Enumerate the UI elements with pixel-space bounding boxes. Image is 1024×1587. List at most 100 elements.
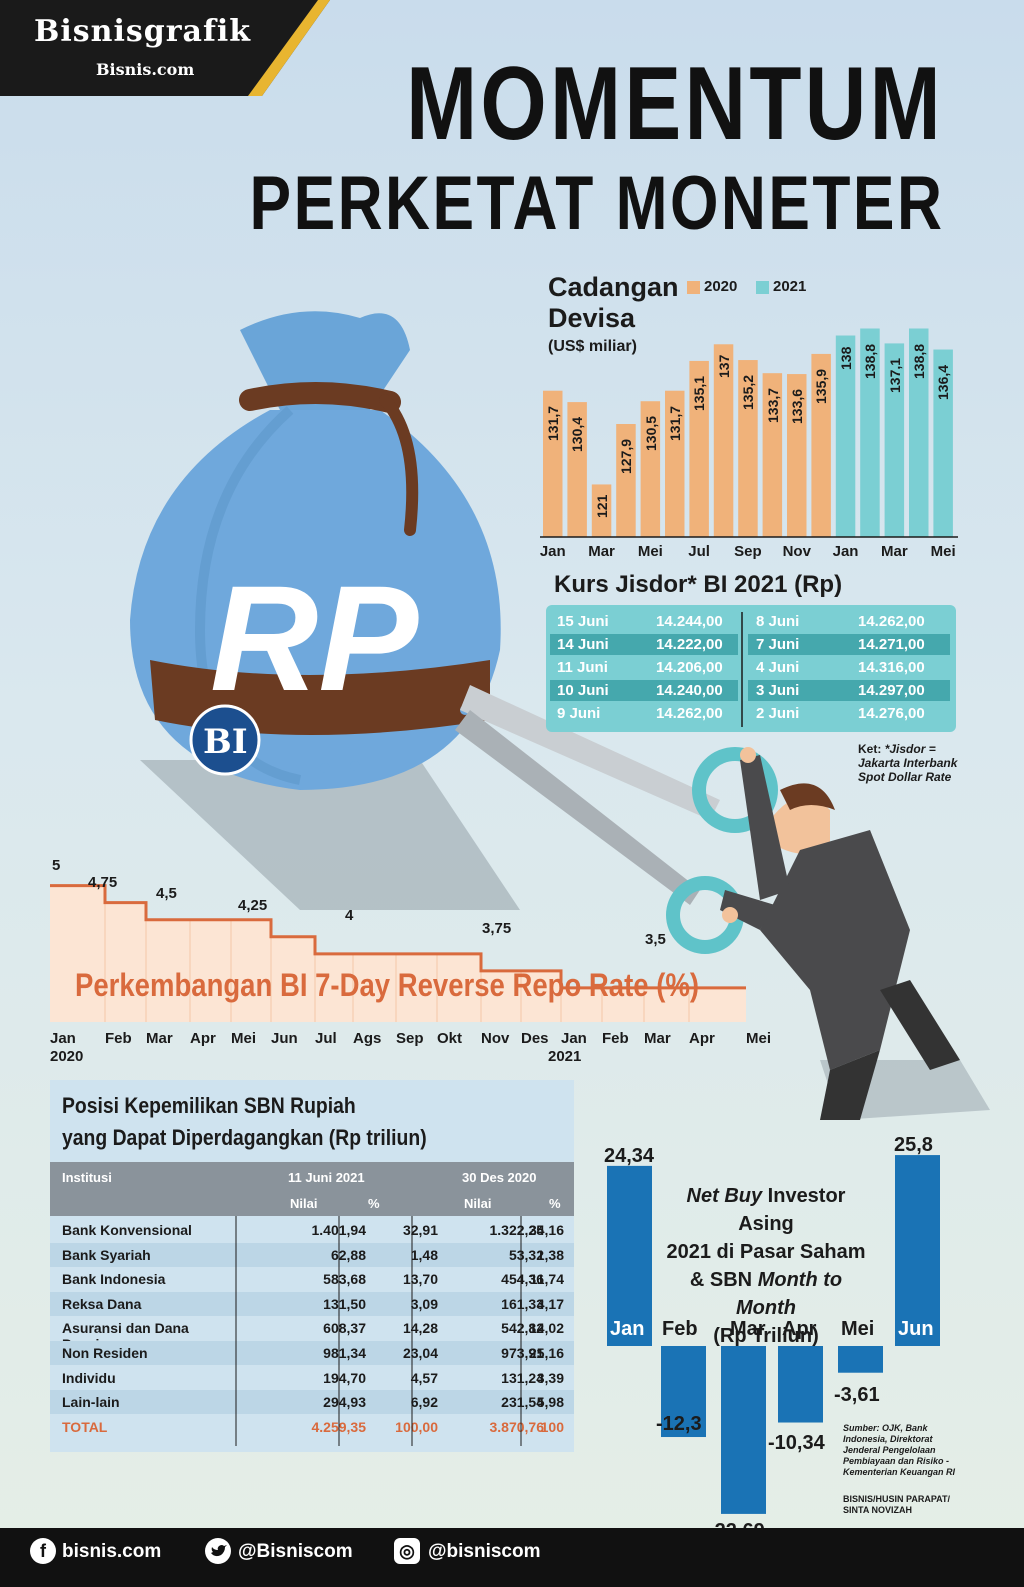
instagram-link[interactable]: @bisniscom xyxy=(428,1541,541,1562)
reserve-x-tick-2: Mei xyxy=(637,543,663,560)
legend-swatch-2020 xyxy=(687,281,700,294)
sbn-title-line2: yang Dapat Diperdagangkan (Rp triliun) xyxy=(62,1125,427,1150)
sbn-cell-n1: 62,88 xyxy=(330,1246,366,1263)
repo-x-tick-4: Mei xyxy=(231,1030,257,1047)
sbn-col-nilai1: Nilai xyxy=(290,1196,318,1211)
reserves-chart-unit: (US$ miliar) xyxy=(548,338,637,355)
sbn-cell-n1: 583,68 xyxy=(323,1271,366,1288)
sbn-cell-n1: 294,93 xyxy=(323,1394,366,1411)
reserve-bar-16 xyxy=(933,349,953,537)
table-row: Reksa Dana 131,50 3,09 161,33 4,17 xyxy=(50,1291,574,1316)
businessman-icon xyxy=(720,747,960,1120)
money-bag-icon xyxy=(130,311,501,790)
kurs-stripe-left-3 xyxy=(550,680,738,701)
reserve-x-tick-4: Sep xyxy=(734,543,762,560)
repo-rate-chart xyxy=(50,884,746,1022)
sbn-cell-p2: 4,17 xyxy=(536,1295,564,1312)
netbuy-title-investor: Investor Asing xyxy=(738,1185,846,1235)
kurs-title: Kurs Jisdor* BI 2021 (Rp) xyxy=(554,571,843,598)
repo-x-tick-9: Okt xyxy=(437,1030,463,1047)
kurs-note-label: Ket: xyxy=(858,742,882,756)
netbuy-month-3: Apr xyxy=(782,1318,817,1340)
repo-rate-title: Perkembangan BI 7-Day Reverse Repo Rate … xyxy=(75,967,700,1003)
reserve-bar-12 xyxy=(835,335,856,537)
netbuy-title-line4: (Rp Triliun) xyxy=(713,1325,819,1347)
repo-x-tick-2: Mar xyxy=(146,1030,173,1047)
reserve-x-tick-0: Jan xyxy=(539,543,566,560)
repo-x-tick-7: Ags xyxy=(353,1030,382,1047)
repo-step-label-5: 3,75 xyxy=(482,920,512,937)
table-row: Lain-lain 294,93 6,92 231,54 5,98 xyxy=(50,1390,574,1415)
reserves-chart xyxy=(540,328,958,538)
netbuy-title: Net Buy Investor Asing 2021 di Pasar Sah… xyxy=(660,1182,872,1350)
reserve-bar-3 xyxy=(616,423,636,537)
table-row: Non Residen 981,34 23,04 973,91 25,16 xyxy=(50,1341,574,1365)
reserve-bar-9 xyxy=(762,373,783,537)
twitter-icon[interactable] xyxy=(204,1538,232,1564)
netbuy-title-line3: & SBN Month to Month xyxy=(660,1266,872,1322)
repo-year-2020: 2020 xyxy=(50,1048,84,1065)
sbn-cell-p1: 3,09 xyxy=(410,1295,438,1312)
netbuy-bar-5 xyxy=(895,1155,940,1346)
sbn-cell-p2: 34,16 xyxy=(528,1222,564,1238)
sbn-col-pct2: % xyxy=(549,1196,561,1211)
reserve-x-tick-5: Nov xyxy=(782,543,811,560)
repo-x-tick-13: Feb xyxy=(602,1030,629,1047)
netbuy-chart xyxy=(607,1155,940,1514)
sbn-total-row: TOTAL 4.259,35 100,00 3.870,76 100 xyxy=(50,1414,574,1439)
instagram-icon[interactable]: ◎ xyxy=(394,1538,420,1564)
netbuy-bar-4 xyxy=(838,1346,883,1373)
sbn-cell-n2: 1.322,25 xyxy=(489,1222,545,1238)
repo-x-tick-8: Sep xyxy=(396,1030,424,1047)
footer-bar xyxy=(0,1528,1024,1587)
kurs-right-date-3: 3 Juni xyxy=(756,682,800,699)
illustration: RP BI xyxy=(130,311,990,1120)
kurs-table xyxy=(546,605,956,732)
legend-label-2021: 2021 xyxy=(773,278,807,295)
sbn-col-nilai2: Nilai xyxy=(464,1196,492,1211)
kurs-right-value-1: 14.271,00 xyxy=(858,636,925,653)
sbn-cell-name: Reksa Dana xyxy=(62,1295,142,1312)
kurs-stripe-left-1 xyxy=(550,634,738,655)
sbn-cell-p1: 6,92 xyxy=(410,1394,438,1411)
sbn-cell-p1: 1,48 xyxy=(410,1246,438,1263)
repo-x-tick-5: Jun xyxy=(271,1030,298,1047)
netbuy-value-0: 24,34 xyxy=(604,1145,655,1167)
facebook-link[interactable]: bisnis.com xyxy=(62,1541,162,1562)
bag-rp-text: RP xyxy=(210,554,419,722)
facebook-icon[interactable]: f xyxy=(30,1538,56,1564)
reserve-bar-11 xyxy=(811,353,831,537)
reserve-bar-4 xyxy=(640,401,661,537)
sbn-title: Posisi Kepemilikan SBN Rupiah yang Dapat… xyxy=(62,1090,427,1154)
brand-logo: Bisnisgrafik xyxy=(34,14,252,49)
sbn-cell-name: Lain-lain xyxy=(62,1394,120,1411)
reserves-chart-title: Cadangan Devisa xyxy=(548,272,679,333)
twitter-link[interactable]: @Bisniscom xyxy=(238,1541,353,1562)
netbuy-title-line1: Net Buy Investor Asing xyxy=(660,1182,872,1238)
repo-step-label-1: 4,75 xyxy=(88,874,118,891)
sbn-cell-name: Non Residen xyxy=(62,1345,148,1361)
sbn-cell-p2: 100 xyxy=(540,1418,564,1435)
sbn-col-date2: 30 Des 2020 xyxy=(462,1170,537,1185)
kurs-right-value-0: 14.262,00 xyxy=(858,613,925,630)
sbn-cell-n1: 981,34 xyxy=(323,1345,366,1361)
kurs-table-stripes xyxy=(550,612,950,727)
sbn-cell-p2: 11,74 xyxy=(529,1271,564,1288)
netbuy-value-3: -10,34 xyxy=(768,1432,825,1454)
sbn-cell-name: Individu xyxy=(62,1369,116,1386)
sbn-col-date1: 11 Juni 2021 xyxy=(288,1170,365,1185)
sbn-cell-n2: 542,82 xyxy=(501,1320,544,1337)
reserve-x-tick-7: Mar xyxy=(881,543,908,560)
netbuy-title-sbn: & SBN xyxy=(689,1269,758,1291)
kurs-right-value-2: 14.316,00 xyxy=(858,659,925,676)
netbuy-title-mtm: Month to Month xyxy=(736,1269,843,1319)
sbn-cell-p1: 4,57 xyxy=(410,1369,438,1386)
repo-year-2021: 2021 xyxy=(548,1048,582,1065)
legend-label-2020: 2020 xyxy=(704,278,738,295)
page-subtitle: PERKETAT MONETER xyxy=(249,161,944,246)
sbn-cell-n2: 53,32 xyxy=(508,1246,544,1263)
repo-step-label-4: 4 xyxy=(345,907,354,924)
netbuy-month-2: Mar xyxy=(730,1318,766,1340)
netbuy-value-1: -12,3 xyxy=(656,1413,702,1435)
reserve-bar-6 xyxy=(689,360,709,537)
